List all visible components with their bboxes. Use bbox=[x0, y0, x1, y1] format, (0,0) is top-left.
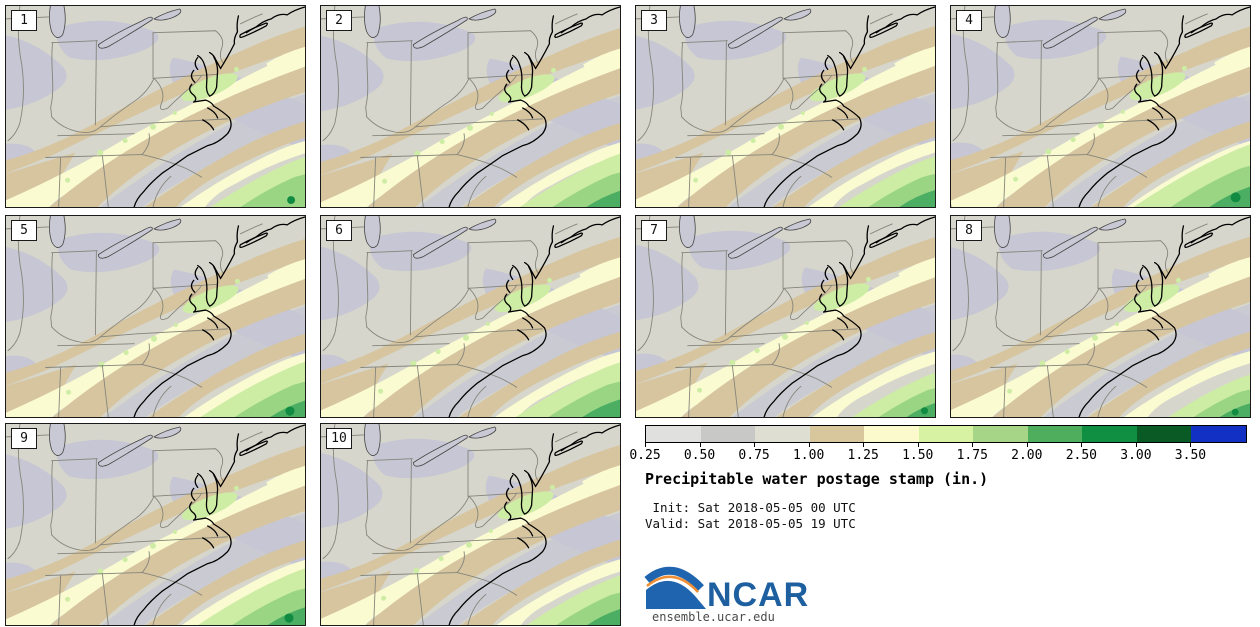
map-svg bbox=[636, 6, 935, 207]
colorbar-tick bbox=[645, 442, 646, 447]
panel-number: 6 bbox=[326, 220, 352, 241]
stamp-panel-2: 2 bbox=[320, 5, 621, 208]
figure-title: Precipitable water postage stamp (in.) bbox=[645, 470, 989, 488]
colorbar-tick-label: 1.00 bbox=[792, 448, 825, 463]
valid-time: Valid: Sat 2018-05-05 19 UTC bbox=[645, 516, 856, 531]
colorbar-segment bbox=[646, 426, 701, 442]
map-svg bbox=[6, 424, 305, 625]
stamp-panel-10: 10 bbox=[320, 423, 621, 626]
stamp-panel-1: 1 bbox=[5, 5, 306, 208]
colorbar-tick bbox=[917, 442, 919, 447]
colorbar-tick bbox=[808, 442, 810, 447]
colorbar-tick bbox=[1190, 442, 1192, 447]
colorbar-tick bbox=[699, 442, 701, 447]
colorbar-segment bbox=[1027, 426, 1083, 442]
panel-number: 7 bbox=[641, 220, 667, 241]
colorbar bbox=[645, 425, 1247, 443]
map-svg bbox=[636, 216, 935, 417]
colorbar-tick-label: 2.00 bbox=[1011, 448, 1043, 463]
panel-number: 2 bbox=[326, 10, 352, 31]
ncar-logo-icon: NCAR bbox=[644, 566, 809, 614]
panel-number: 1 bbox=[11, 10, 37, 31]
colorbar-tick-label: 1.50 bbox=[902, 448, 934, 463]
colorbar-segment bbox=[700, 426, 756, 442]
colorbar-tick-label: 3.50 bbox=[1174, 448, 1207, 463]
colorbar-tick bbox=[1026, 442, 1028, 447]
colorbar-tick bbox=[1135, 442, 1137, 447]
map-svg bbox=[951, 6, 1250, 207]
colorbar-segment bbox=[864, 426, 919, 442]
stamp-panel-7: 7 bbox=[635, 215, 936, 418]
ncar-logo: NCAR bbox=[643, 556, 853, 614]
colorbar-tick bbox=[754, 442, 756, 447]
panel-number: 5 bbox=[11, 220, 37, 241]
colorbar-tick-label: 0.25 bbox=[629, 448, 661, 463]
stamp-panel-6: 6 bbox=[320, 215, 621, 418]
colorbar-segment bbox=[1191, 426, 1247, 442]
colorbar-tick-label: 1.25 bbox=[847, 448, 879, 463]
panel-number: 3 bbox=[641, 10, 667, 31]
stamp-panel-4: 4 bbox=[950, 5, 1251, 208]
colorbar-tick-label: 0.50 bbox=[683, 448, 716, 463]
colorbar-segment bbox=[1136, 426, 1192, 442]
ncar-logo-text: NCAR bbox=[707, 576, 809, 612]
colorbar-tick bbox=[972, 442, 974, 447]
colorbar-tick bbox=[863, 442, 865, 447]
map-svg bbox=[951, 216, 1250, 417]
map-svg bbox=[321, 6, 620, 207]
panel-number: 8 bbox=[956, 220, 982, 241]
stamp-panel-8: 8 bbox=[950, 215, 1251, 418]
colorbar-segment bbox=[918, 426, 974, 442]
colorbar-segment bbox=[1082, 426, 1137, 442]
map-svg bbox=[6, 216, 305, 417]
init-time: Init: Sat 2018-05-05 00 UTC bbox=[645, 500, 856, 515]
stamp-panel-9: 9 bbox=[5, 423, 306, 626]
colorbar-segment bbox=[973, 426, 1028, 442]
colorbar-segment bbox=[809, 426, 865, 442]
colorbar-segment bbox=[755, 426, 810, 442]
stamp-panel-5: 5 bbox=[5, 215, 306, 418]
map-svg bbox=[321, 216, 620, 417]
colorbar-tick bbox=[1081, 442, 1083, 447]
stamp-panel-3: 3 bbox=[635, 5, 936, 208]
map-svg bbox=[321, 424, 620, 625]
site-url: ensemble.ucar.edu bbox=[652, 610, 775, 624]
colorbar-tick-label: 1.75 bbox=[956, 448, 988, 463]
colorbar-tick-label: 3.00 bbox=[1120, 448, 1152, 463]
panel-number: 4 bbox=[956, 10, 982, 31]
colorbar-tick-label: 0.75 bbox=[738, 448, 770, 463]
colorbar-tick-label: 2.50 bbox=[1065, 448, 1098, 463]
panel-number: 9 bbox=[11, 428, 37, 449]
panel-number: 10 bbox=[326, 428, 352, 449]
map-svg bbox=[6, 6, 305, 207]
